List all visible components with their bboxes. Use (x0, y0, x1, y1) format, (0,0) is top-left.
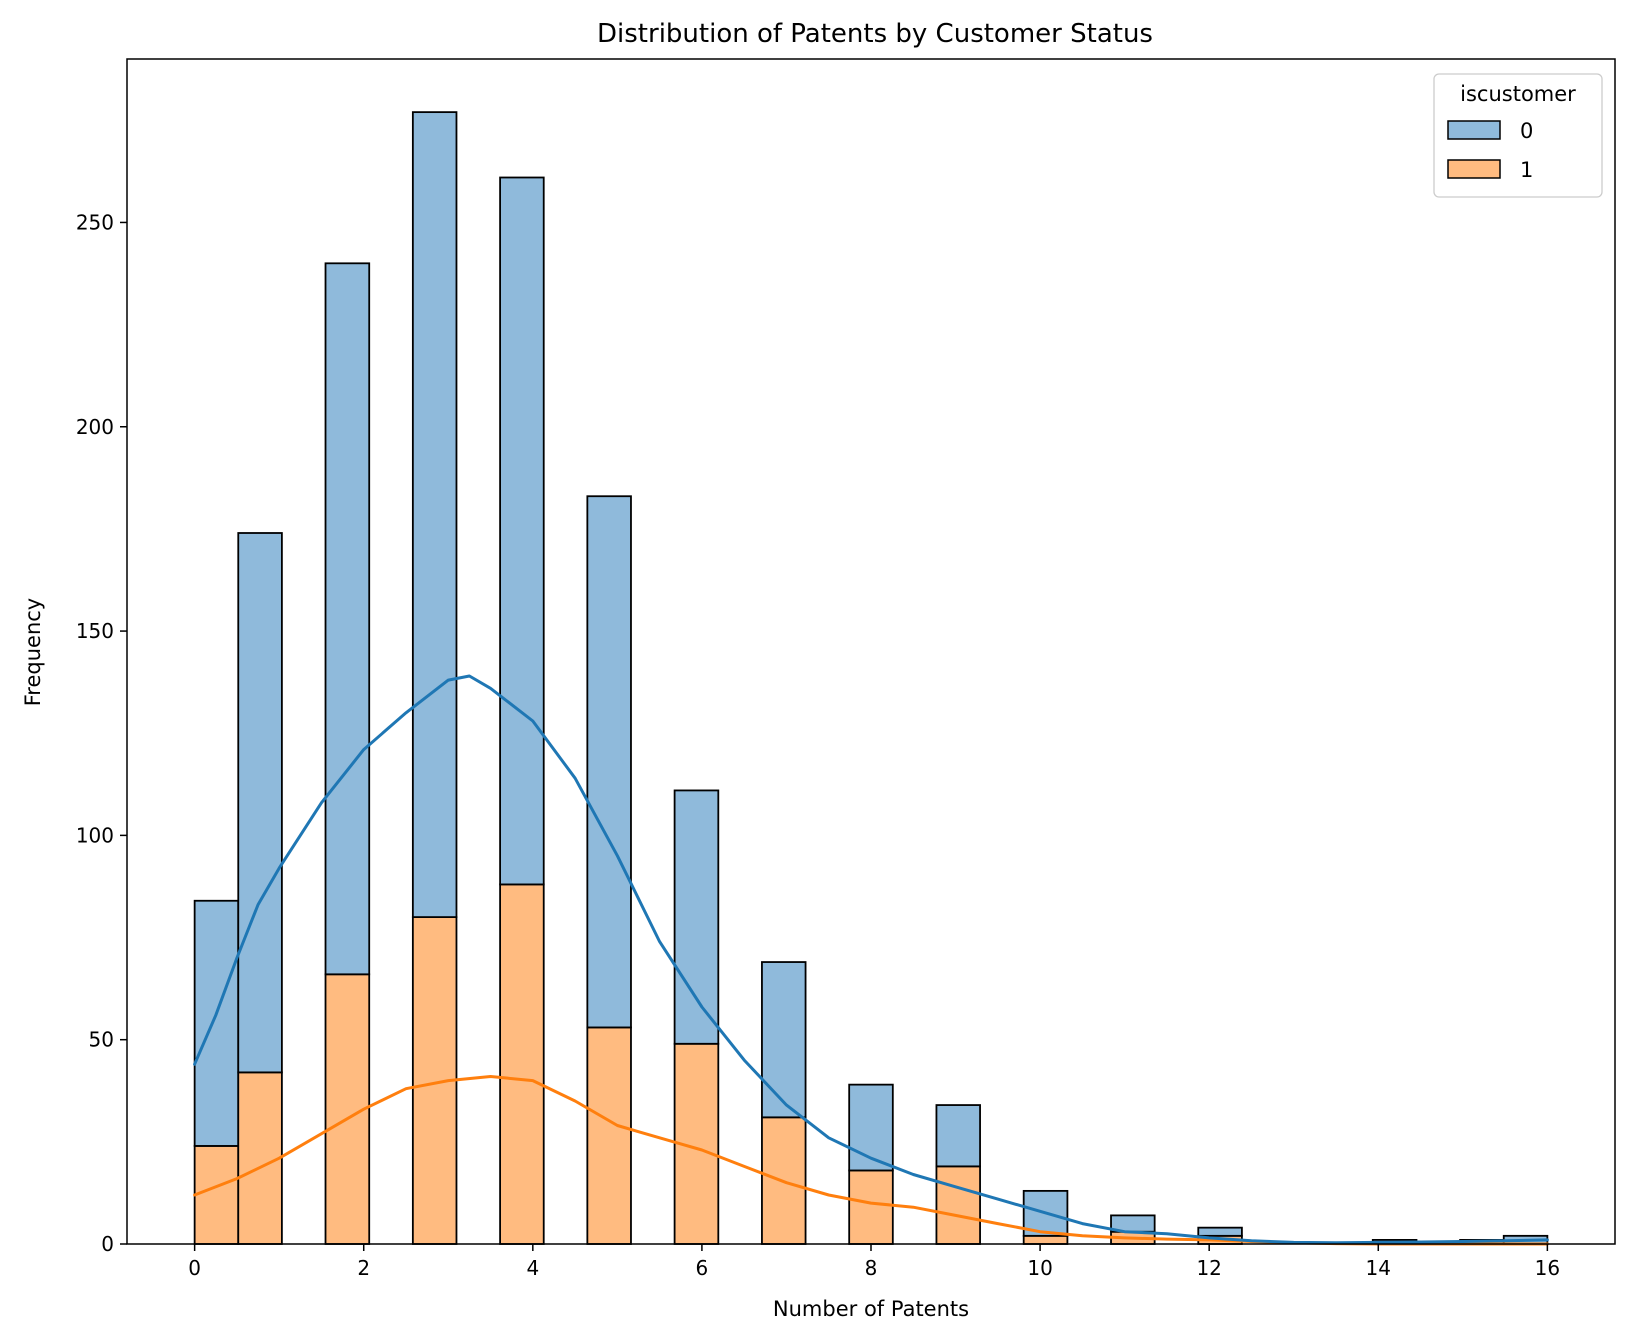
x-tick-label: 2 (357, 1256, 370, 1280)
y-tick-label: 150 (76, 619, 114, 643)
bar-customer-1-bin-5 (587, 1027, 631, 1244)
y-tick-label: 50 (89, 1028, 114, 1052)
bar-customer-1-bin-10 (1024, 1236, 1068, 1244)
x-tick-label: 4 (526, 1256, 539, 1280)
bar-customer-1-bin-8 (849, 1170, 893, 1244)
x-tick-label: 16 (1535, 1256, 1560, 1280)
bar-customer-0-bin-6 (675, 790, 719, 1043)
x-tick-label: 12 (1196, 1256, 1221, 1280)
bar-customer-0-bin-12 (1198, 1228, 1242, 1236)
x-tick-label: 14 (1366, 1256, 1391, 1280)
legend-swatch-0 (1448, 121, 1500, 139)
legend-swatch-1 (1448, 160, 1500, 178)
bar-customer-0-bin-9 (936, 1105, 980, 1166)
x-axis: 0 2 4 6 8 10 12 14 16 (188, 1244, 1560, 1280)
bar-customer-0-bin-5 (587, 496, 631, 1027)
kde-layer (195, 676, 1548, 1244)
x-axis-label: Number of Patents (773, 1297, 969, 1321)
x-tick-label: 10 (1027, 1256, 1052, 1280)
bar-customer-1-bin-0 (195, 1146, 239, 1244)
y-axis-label: Frequency (21, 598, 45, 707)
bars-layer (195, 112, 1548, 1244)
y-axis: 0 50 100 150 200 250 (76, 210, 127, 1256)
bar-customer-1-bin-1 (238, 1072, 282, 1244)
legend-label-1: 1 (1520, 158, 1533, 182)
bar-customer-0-bin-3 (413, 112, 457, 917)
legend-title: iscustomer (1460, 82, 1576, 106)
chart-title: Distribution of Patents by Customer Stat… (597, 19, 1153, 49)
legend: iscustomer 0 1 (1434, 74, 1602, 197)
x-tick-label: 6 (696, 1256, 709, 1280)
bar-customer-0-bin-4 (500, 178, 544, 885)
y-tick-label: 200 (76, 415, 114, 439)
y-tick-label: 0 (101, 1232, 114, 1256)
bar-customer-0-bin-2 (326, 263, 370, 974)
legend-label-0: 0 (1520, 119, 1533, 143)
x-tick-label: 8 (865, 1256, 878, 1280)
bar-customer-0-bin-1 (238, 533, 282, 1072)
x-tick-label: 0 (188, 1256, 201, 1280)
bar-customer-1-bin-4 (500, 884, 544, 1244)
y-tick-label: 250 (76, 210, 114, 234)
kde-line-customer-0 (195, 676, 1548, 1243)
bar-customer-0-bin-7 (762, 962, 806, 1117)
y-tick-label: 100 (76, 823, 114, 847)
bar-customer-1-bin-9 (936, 1166, 980, 1244)
bar-customer-0-bin-0 (195, 901, 239, 1146)
